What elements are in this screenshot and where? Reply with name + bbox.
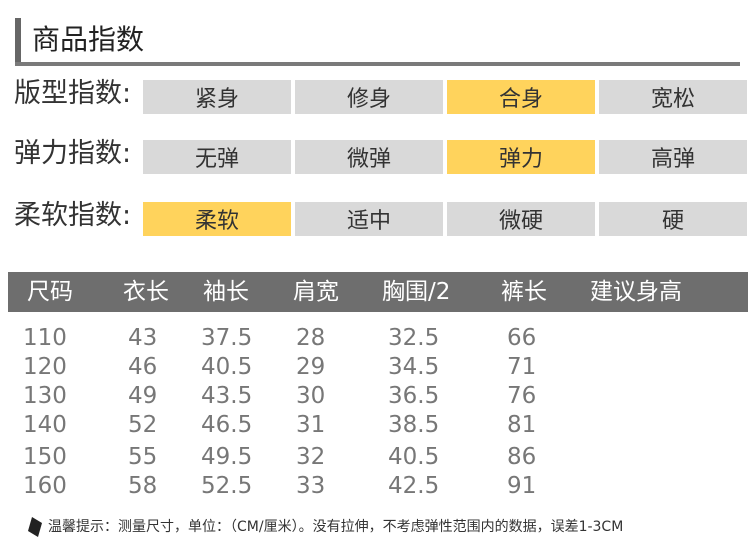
table-cell: 43.5 bbox=[201, 383, 253, 409]
table-row: 150 55 49.5 32 40.5 86 bbox=[8, 443, 748, 471]
table-cell: 58 bbox=[128, 473, 158, 499]
option-label: 无弹 bbox=[194, 147, 239, 172]
option-label: 微硬 bbox=[498, 209, 543, 234]
stretch-index-label: 弹力指数: bbox=[14, 138, 132, 169]
table-cell: 28 bbox=[296, 325, 326, 351]
stretch-option-slight: 微弹 bbox=[295, 140, 443, 174]
option-label: 修身 bbox=[346, 87, 391, 112]
fit-index-row: 版型指数: 紧身 修身 合身 宽松 bbox=[14, 78, 750, 114]
size-table-header: 尺码 衣长 袖长 肩宽 胸围/2 裤长 建议身高 bbox=[8, 272, 748, 312]
fit-option-regular: 合身 bbox=[447, 80, 595, 114]
table-row: 140 52 46.5 31 38.5 81 bbox=[8, 411, 748, 439]
table-cell: 40.5 bbox=[201, 354, 253, 380]
stretch-option-stretch: 弹力 bbox=[447, 140, 595, 174]
table-cell: 34.5 bbox=[388, 354, 440, 380]
table-cell: 110 bbox=[23, 325, 67, 351]
softness-index-row: 柔软指数: 柔软 适中 微硬 硬 bbox=[14, 200, 750, 236]
option-label: 弹力 bbox=[498, 147, 543, 172]
table-cell: 46 bbox=[128, 354, 158, 380]
measurement-note: 温馨提示：测量尺寸，单位：（CM/厘米）。没有拉伸，不考虑弹性范围内的数据，误差… bbox=[28, 512, 738, 542]
fit-option-loose: 宽松 bbox=[599, 80, 747, 114]
column-header-size: 尺码 bbox=[27, 279, 73, 305]
option-label: 合身 bbox=[498, 87, 543, 112]
column-header-height: 建议身高 bbox=[590, 279, 682, 305]
table-cell: 32.5 bbox=[388, 325, 440, 351]
table-cell: 140 bbox=[23, 412, 67, 438]
table-cell: 160 bbox=[23, 473, 67, 499]
table-cell: 33 bbox=[296, 473, 326, 499]
table-cell: 130 bbox=[23, 383, 67, 409]
title-accent-bar bbox=[15, 18, 21, 62]
table-cell: 43 bbox=[128, 325, 158, 351]
note-text: 温馨提示：测量尺寸，单位：（CM/厘米）。没有拉伸，不考虑弹性范围内的数据，误差… bbox=[48, 519, 624, 535]
column-header-shoulder: 肩宽 bbox=[293, 279, 339, 305]
section-title: 商品指数 bbox=[15, 18, 740, 68]
option-label: 微弹 bbox=[346, 147, 391, 172]
table-cell: 40.5 bbox=[388, 444, 440, 470]
softness-option-hard: 硬 bbox=[599, 202, 747, 236]
softness-option-medium: 适中 bbox=[295, 202, 443, 236]
table-cell: 32 bbox=[296, 444, 326, 470]
option-label: 高弹 bbox=[650, 147, 695, 172]
table-row: 130 49 43.5 30 36.5 76 bbox=[8, 382, 748, 410]
stretch-option-high: 高弹 bbox=[599, 140, 747, 174]
pencil-icon bbox=[28, 517, 42, 537]
table-cell: 120 bbox=[23, 354, 67, 380]
fit-option-slim: 紧身 bbox=[143, 80, 291, 114]
stretch-index-row: 弹力指数: 无弹 微弹 弹力 高弹 bbox=[14, 138, 750, 174]
table-cell: 76 bbox=[507, 383, 537, 409]
column-header-chest: 胸围/2 bbox=[382, 279, 451, 305]
table-cell: 52 bbox=[128, 412, 158, 438]
option-label: 紧身 bbox=[194, 87, 239, 112]
table-cell: 81 bbox=[507, 412, 537, 438]
column-header-pants: 裤长 bbox=[501, 279, 547, 305]
table-cell: 37.5 bbox=[201, 325, 253, 351]
table-cell: 52.5 bbox=[201, 473, 253, 499]
option-label: 适中 bbox=[346, 209, 391, 234]
table-cell: 38.5 bbox=[388, 412, 440, 438]
fit-option-tailored: 修身 bbox=[295, 80, 443, 114]
fit-index-label: 版型指数: bbox=[14, 78, 132, 109]
size-table-body: 110 43 37.5 28 32.5 66 120 46 40.5 29 34… bbox=[8, 312, 748, 508]
table-cell: 150 bbox=[23, 444, 67, 470]
table-cell: 46.5 bbox=[201, 412, 253, 438]
table-row: 120 46 40.5 29 34.5 71 bbox=[8, 353, 748, 381]
softness-option-soft: 柔软 bbox=[143, 202, 291, 236]
table-cell: 49.5 bbox=[201, 444, 253, 470]
page-title: 商品指数 bbox=[32, 23, 145, 56]
table-cell: 91 bbox=[507, 473, 537, 499]
table-row: 160 58 52.5 33 42.5 91 bbox=[8, 472, 748, 500]
table-cell: 29 bbox=[296, 354, 326, 380]
softness-index-label: 柔软指数: bbox=[14, 200, 132, 231]
title-divider bbox=[15, 62, 740, 66]
table-cell: 42.5 bbox=[388, 473, 440, 499]
table-row: 110 43 37.5 28 32.5 66 bbox=[8, 324, 748, 352]
table-cell: 55 bbox=[128, 444, 158, 470]
softness-option-slightly-hard: 微硬 bbox=[447, 202, 595, 236]
table-cell: 66 bbox=[507, 325, 537, 351]
option-label: 柔软 bbox=[194, 209, 239, 234]
option-label: 硬 bbox=[661, 209, 684, 234]
table-cell: 71 bbox=[507, 354, 537, 380]
table-cell: 49 bbox=[128, 383, 158, 409]
table-cell: 31 bbox=[296, 412, 326, 438]
table-cell: 30 bbox=[296, 383, 326, 409]
option-label: 宽松 bbox=[650, 87, 695, 112]
stretch-option-none: 无弹 bbox=[143, 140, 291, 174]
table-cell: 36.5 bbox=[388, 383, 440, 409]
column-header-sleeve: 袖长 bbox=[203, 279, 249, 305]
column-header-length: 衣长 bbox=[123, 279, 169, 305]
table-cell: 86 bbox=[507, 444, 537, 470]
